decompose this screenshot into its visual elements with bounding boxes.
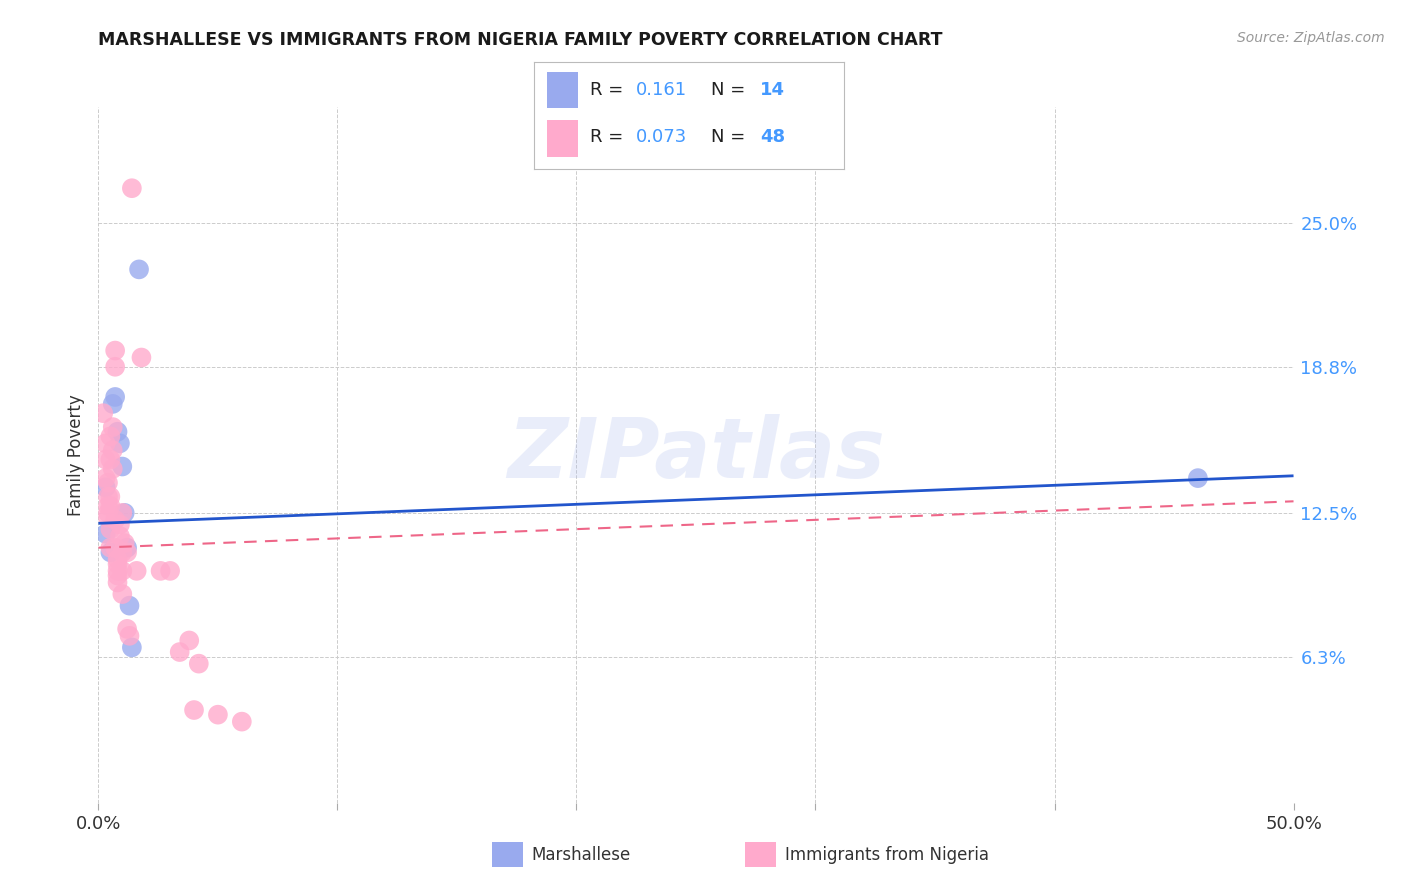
Point [118,629,141,643]
Point [104,343,127,358]
Point [114,536,136,550]
Point [98,545,122,559]
FancyBboxPatch shape [547,72,578,109]
Point [149,564,172,578]
Point [94,452,117,467]
Point [207,707,229,722]
Point [111,506,134,520]
Point [115,545,138,559]
Point [101,462,124,476]
Point [111,564,134,578]
Point [97,506,120,520]
Point [121,181,143,195]
Point [121,640,143,655]
Point [231,714,253,729]
Point [108,529,131,543]
Text: MARSHALLESE VS IMMIGRANTS FROM NIGERIA FAMILY POVERTY CORRELATION CHART: MARSHALLESE VS IMMIGRANTS FROM NIGERIA F… [98,31,943,49]
Point [118,599,141,613]
Point [111,545,134,559]
Point [104,359,127,374]
Text: 0.073: 0.073 [637,128,688,146]
Point [98,452,122,467]
Point [98,429,122,443]
Point [179,633,201,648]
Point [104,513,127,527]
Point [94,480,117,494]
Text: 0.161: 0.161 [637,81,688,99]
Point [94,526,117,541]
Point [107,564,129,578]
Text: R =: R = [591,81,628,99]
Text: Marshallese: Marshallese [531,846,631,863]
Point [94,436,117,450]
Point [111,587,134,601]
Point [111,459,134,474]
Point [107,568,129,582]
Point [114,506,136,520]
Point [108,436,131,450]
Point [159,564,181,578]
Text: N =: N = [710,81,751,99]
Point [1187,471,1209,485]
Text: 14: 14 [761,81,785,99]
Point [101,443,124,458]
Point [101,420,124,434]
Point [97,490,120,504]
FancyBboxPatch shape [547,120,578,157]
Point [115,622,138,636]
Point [91,406,114,420]
Point [169,645,191,659]
Point [98,499,122,513]
Point [98,490,122,504]
Point [97,510,120,524]
Point [107,575,129,590]
Point [97,499,120,513]
Point [115,541,138,555]
Point [104,390,127,404]
Point [97,475,120,490]
Y-axis label: Family Poverty: Family Poverty [66,394,84,516]
Point [131,351,153,365]
Point [107,425,129,439]
Point [128,262,150,277]
Point [108,517,131,532]
Text: R =: R = [591,128,628,146]
Point [98,541,122,555]
Text: ZIPatlas: ZIPatlas [508,415,884,495]
Text: Immigrants from Nigeria: Immigrants from Nigeria [785,846,988,863]
Text: 48: 48 [761,128,785,146]
Point [98,522,122,536]
Point [187,657,209,671]
Point [107,557,129,571]
Point [94,471,117,485]
Text: Source: ZipAtlas.com: Source: ZipAtlas.com [1237,31,1385,45]
Point [183,703,205,717]
Point [107,552,129,566]
Text: N =: N = [710,128,751,146]
Point [125,564,148,578]
Point [104,541,127,555]
Point [101,397,124,411]
